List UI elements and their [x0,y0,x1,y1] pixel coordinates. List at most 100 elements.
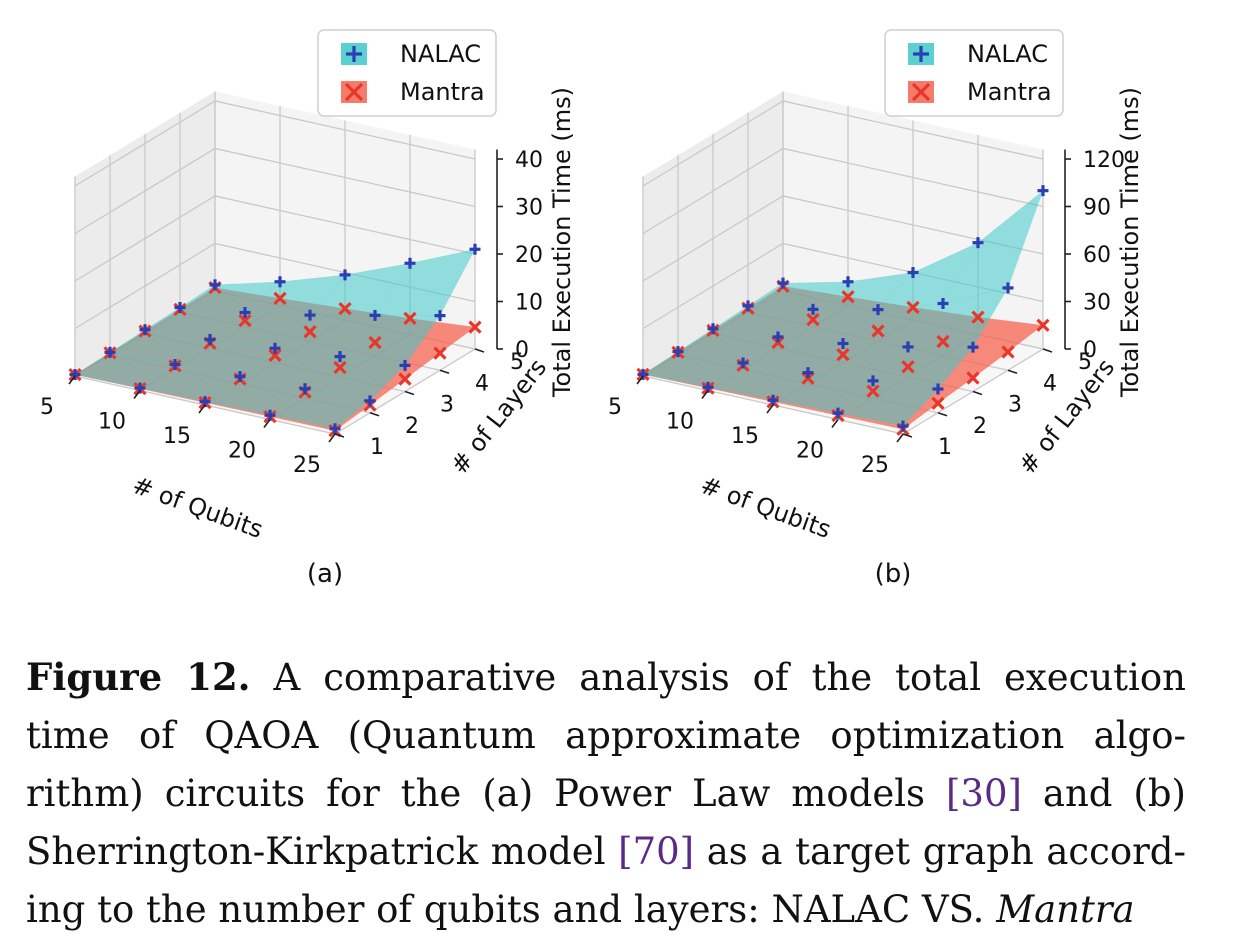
mantra-data-point [866,384,880,398]
legend-item-mantra: Mantra [908,78,1052,106]
mantra-data-point [931,396,945,410]
x-tick-label: 15 [731,424,759,449]
nalac-data-point [299,383,311,395]
legend-item-nalac: NALAC [908,40,1048,68]
z-tick-label: 30 [1083,291,1111,316]
y-tick-label: 2 [973,414,987,439]
nalac-data-point [174,302,186,313]
legend: NALAC Mantra [884,29,1064,117]
y-tick-label: 5 [510,350,524,375]
x-tick [636,375,644,385]
mantra-data-point [403,311,417,325]
x-tick-label: 10 [666,410,694,435]
mantra-data-point [338,301,352,316]
gridline-z [642,147,1044,235]
citation-link-70[interactable]: [70] [618,830,695,873]
z-axis-label: Total Execution Time (ms) [1116,87,1144,398]
y-tick [369,411,380,417]
nalac-data-point [907,267,919,278]
mantra-data-point [841,290,855,304]
y-tick-label: 4 [1043,371,1057,396]
y-tick [439,369,450,375]
z-tick-label: 20 [515,243,543,268]
z-tick-label: 60 [1083,243,1111,268]
nalac-data-point [404,257,416,269]
gridline-z [74,195,476,282]
nalac-data-point [867,375,879,387]
z-tick-label: 0 [1083,338,1097,363]
citation-link-30[interactable]: [30] [946,772,1022,815]
legend-label: Mantra [967,78,1052,106]
x-tick-label: 20 [796,439,824,464]
nalac-data-point [802,367,814,379]
legend-marker [913,46,929,62]
y-axis-label: # of Layers [445,354,552,480]
nalac-data-point [139,324,151,336]
surface-nalac [74,248,476,430]
mantra-data-point [273,291,287,306]
nalac-data-point [972,237,984,249]
mantra-data-point [901,360,915,374]
legend-marker [911,82,931,102]
caption-emphasis: Mantra [996,888,1135,931]
nalac-data-point [339,269,351,281]
nalac-data-point [932,383,944,395]
legend-label: NALAC [400,40,481,68]
mantra-data-point [871,324,885,338]
legend-marker [344,82,364,102]
y-tick-label: 5 [1078,350,1092,375]
y-tick [334,433,345,438]
mantra-data-point [268,348,282,363]
nalac-data-point [832,407,844,419]
y-tick-label: 1 [938,435,952,460]
z-axis-label: Total Execution Time (ms) [548,87,576,398]
nalac-data-point [304,309,316,321]
x-tick-label: 10 [98,410,126,435]
nalac-data-point [364,395,376,407]
x-tick [896,433,904,443]
y-tick [474,348,485,353]
gridline-z [74,147,476,235]
mantra-data-point [966,371,980,385]
nalac-data-point [837,338,849,349]
markers-nalac [637,185,1049,432]
x-tick [263,419,271,428]
nalac-data-point [842,276,854,288]
x-axis-label: # of Qubits [129,471,267,544]
caption-text-3: as a target graph accord- ing to the num… [26,830,1186,931]
y-tick-label: 4 [475,371,489,396]
mantra-data-point [433,346,447,360]
nalac-data-point [707,323,719,335]
markers-nalac [69,243,481,435]
nalac-data-point [469,243,481,255]
y-tick [902,433,913,438]
nalac-data-point [742,300,754,312]
x-tick [701,390,709,399]
y-axis-label: # of Layers [1013,354,1120,480]
nalac-data-point [334,351,346,363]
nalac-data-point [807,303,819,315]
x-tick [68,375,76,385]
x-tick-label: 25 [861,453,889,478]
nalac-data-point [69,369,81,381]
nalac-data-point [204,333,216,345]
y-tick-label: 3 [440,393,454,418]
y-tick [937,411,948,417]
x-axis-label: # of Qubits [697,471,835,544]
x-tick [133,390,141,399]
nalac-data-point [902,341,914,353]
z-tick-label: 90 [1083,196,1111,221]
y-tick-label: 3 [1008,393,1022,418]
y-tick [1042,348,1053,353]
nalac-data-point [234,371,246,383]
gridline-z [642,100,1044,187]
x-tick-label: 5 [40,395,54,420]
nalac-data-point [967,341,979,353]
y-tick-label: 2 [405,414,419,439]
z-tick-label: 40 [515,148,543,173]
caption-label: Figure 12. [26,655,251,699]
nalac-data-point [104,346,116,358]
x-tick-label: 15 [163,424,191,449]
